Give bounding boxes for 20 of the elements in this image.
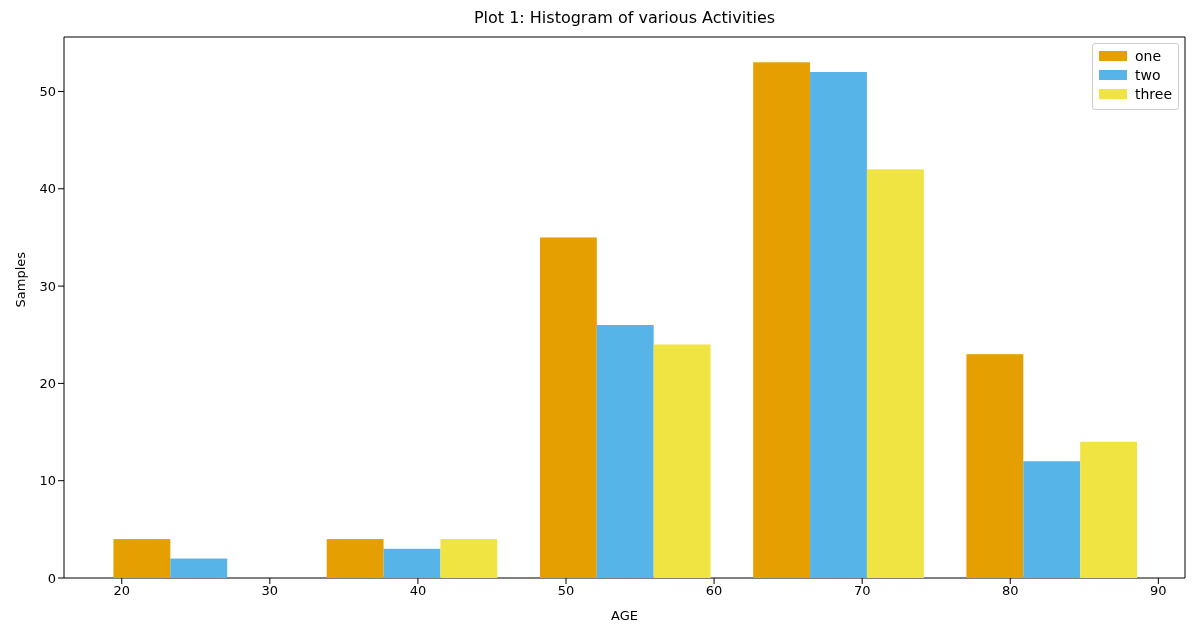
x-tick-label: 40: [409, 583, 427, 599]
chart-title: Plot 1: Histogram of various Activities: [472, 8, 777, 27]
x-tick-label: 30: [261, 583, 279, 599]
x-tick-label: 80: [1001, 583, 1019, 599]
x-axis-title: AGE: [611, 608, 638, 623]
y-tick-label: 40: [39, 181, 56, 197]
x-tick-label: 70: [853, 583, 871, 599]
legend-label: three: [1134, 86, 1172, 102]
y-tick-label: 10: [39, 473, 56, 489]
x-tick-label: 50: [557, 583, 575, 599]
y-tick-label: 50: [39, 84, 56, 100]
y-tick-label: 0: [47, 570, 56, 586]
y-axis-title: Samples: [12, 251, 28, 308]
x-tick-label: 20: [113, 583, 131, 599]
x-tick-label: 60: [705, 583, 723, 599]
y-tick-label: 20: [39, 376, 56, 392]
x-tick-label: 90: [1150, 583, 1167, 599]
y-tick-label: 30: [39, 278, 56, 294]
legend-label: one: [1134, 48, 1162, 64]
legend-label: two: [1134, 67, 1161, 83]
